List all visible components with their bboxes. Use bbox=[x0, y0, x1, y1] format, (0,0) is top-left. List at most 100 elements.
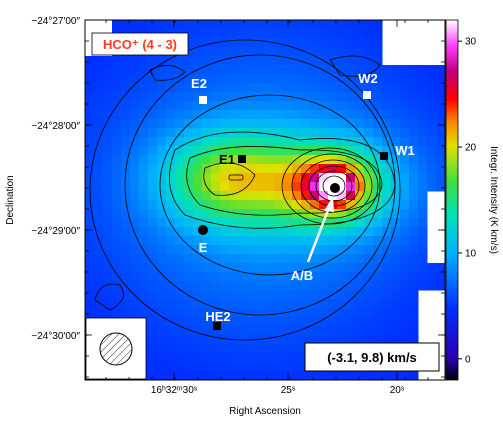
source-marker-w2 bbox=[363, 91, 371, 99]
intensity-pixel bbox=[346, 299, 356, 309]
contour bbox=[94, 283, 124, 311]
intensity-pixel bbox=[283, 155, 293, 165]
intensity-pixel bbox=[112, 146, 122, 156]
intensity-pixel bbox=[418, 101, 428, 111]
intensity-pixel bbox=[157, 371, 167, 380]
intensity-pixel bbox=[112, 245, 122, 255]
contour bbox=[291, 153, 373, 219]
intensity-pixel bbox=[184, 173, 194, 183]
intensity-pixel bbox=[130, 83, 140, 93]
intensity-pixel bbox=[94, 146, 104, 156]
intensity-pixel bbox=[346, 200, 356, 210]
intensity-pixel bbox=[103, 92, 113, 102]
intensity-pixel bbox=[382, 200, 392, 210]
intensity-pixel bbox=[337, 20, 347, 30]
intensity-pixel bbox=[256, 101, 266, 111]
intensity-pixel bbox=[274, 155, 284, 165]
intensity-pixel bbox=[382, 308, 392, 318]
intensity-pixel bbox=[400, 164, 410, 174]
intensity-pixel bbox=[247, 353, 257, 363]
intensity-pixel bbox=[193, 101, 203, 111]
intensity-pixel bbox=[229, 209, 239, 219]
intensity-pixel bbox=[391, 155, 401, 165]
intensity-pixel bbox=[202, 101, 212, 111]
intensity-pixel bbox=[247, 173, 257, 183]
intensity-pixel bbox=[265, 245, 275, 255]
source-label-he2: HE2 bbox=[205, 309, 230, 324]
intensity-pixel bbox=[391, 263, 401, 273]
intensity-pixel bbox=[382, 74, 392, 84]
intensity-pixel bbox=[382, 290, 392, 300]
intensity-pixel bbox=[103, 263, 113, 273]
intensity-pixel bbox=[157, 209, 167, 219]
intensity-pixel bbox=[364, 263, 374, 273]
intensity-pixel bbox=[301, 263, 311, 273]
intensity-pixel bbox=[301, 236, 311, 246]
intensity-pixel bbox=[301, 326, 311, 336]
intensity-pixel bbox=[364, 47, 374, 57]
intensity-pixel bbox=[391, 101, 401, 111]
intensity-pixel bbox=[292, 353, 302, 363]
intensity-pixel bbox=[319, 308, 329, 318]
intensity-pixel bbox=[355, 173, 365, 183]
intensity-pixel bbox=[373, 227, 383, 237]
intensity-pixel bbox=[157, 128, 167, 138]
intensity-pixel bbox=[427, 110, 437, 120]
intensity-pixel bbox=[193, 119, 203, 129]
intensity-pixel bbox=[112, 110, 122, 120]
intensity-pixel bbox=[364, 236, 374, 246]
intensity-pixel bbox=[175, 119, 185, 129]
intensity-pixel bbox=[310, 290, 320, 300]
intensity-pixel bbox=[283, 74, 293, 84]
intensity-pixel bbox=[148, 227, 158, 237]
intensity-pixel bbox=[355, 164, 365, 174]
intensity-pixel bbox=[94, 56, 104, 66]
intensity-pixel bbox=[391, 119, 401, 129]
intensity-pixel bbox=[121, 74, 131, 84]
intensity-pixel bbox=[346, 65, 356, 75]
intensity-pixel bbox=[175, 20, 185, 30]
intensity-pixel bbox=[409, 146, 419, 156]
intensity-pixel bbox=[202, 281, 212, 291]
intensity-pixel bbox=[400, 317, 410, 327]
intensity-pixel bbox=[301, 272, 311, 282]
intensity-pixel bbox=[121, 245, 131, 255]
intensity-pixel bbox=[166, 353, 176, 363]
y-tick-labels: −24°27′00″ −24°28′00″ −24°29′00″ −24°30′… bbox=[31, 16, 80, 342]
intensity-pixel bbox=[346, 209, 356, 219]
intensity-pixel bbox=[238, 254, 248, 264]
axis-tick-marks bbox=[85, 19, 445, 380]
intensity-pixel bbox=[166, 155, 176, 165]
source-label-e2: E2 bbox=[191, 76, 207, 91]
intensity-pixel bbox=[211, 290, 221, 300]
intensity-pixel bbox=[391, 335, 401, 345]
intensity-pixel bbox=[382, 326, 392, 336]
title-box: HCO⁺ (4 - 3) bbox=[91, 32, 189, 56]
intensity-pixel bbox=[166, 173, 176, 183]
intensity-pixel bbox=[220, 182, 230, 192]
intensity-pixel bbox=[310, 245, 320, 255]
intensity-pixel bbox=[211, 29, 221, 39]
intensity-pixel bbox=[256, 119, 266, 129]
intensity-pixel bbox=[427, 182, 437, 192]
intensity-pixel bbox=[202, 110, 212, 120]
intensity-pixel bbox=[220, 164, 230, 174]
y-tick-label: −24°29′00″ bbox=[31, 226, 80, 237]
intensity-pixel bbox=[319, 209, 329, 219]
intensity-pixel bbox=[130, 290, 140, 300]
intensity-pixel bbox=[292, 83, 302, 93]
intensity-pixel bbox=[220, 335, 230, 345]
intensity-pixel bbox=[103, 200, 113, 210]
intensity-pixel bbox=[211, 326, 221, 336]
intensity-pixel bbox=[184, 29, 194, 39]
intensity-pixel bbox=[319, 371, 329, 380]
intensity-pixel bbox=[94, 272, 104, 282]
intensity-pixel bbox=[337, 110, 347, 120]
intensity-pixel bbox=[328, 65, 338, 75]
intensity-pixel bbox=[355, 137, 365, 147]
intensity-pixel bbox=[238, 137, 248, 147]
intensity-pixel bbox=[148, 290, 158, 300]
intensity-pixel bbox=[319, 290, 329, 300]
intensity-pixel bbox=[265, 281, 275, 291]
intensity-pixel bbox=[346, 182, 356, 192]
